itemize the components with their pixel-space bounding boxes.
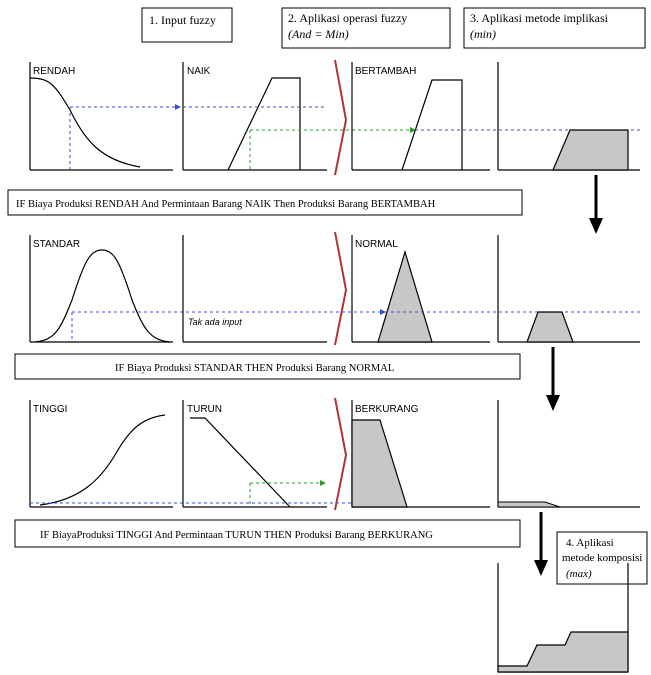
curve-tinggi: [39, 414, 166, 506]
rule3-box: IF BiayaProduksi TINGGI And Permintaan T…: [14, 519, 521, 548]
curve-standar: [34, 249, 171, 343]
no-input-note: Tak ada input: [188, 317, 242, 327]
step2-label-line1: 2. Aplikasi operasi fuzzy: [288, 11, 407, 25]
step1-label: 1. Input fuzzy: [149, 13, 216, 27]
step4-label-line2: metode komposisi: [562, 552, 642, 564]
panel-composition: [497, 563, 629, 673]
curve-naik: [227, 77, 301, 171]
rule3-text: IF BiayaProduksi TINGGI And Permintaan T…: [40, 530, 433, 541]
rule2-box: IF Biaya Produksi STANDAR THEN Produksi …: [14, 353, 521, 380]
set-rendah-label: RENDAH: [33, 66, 75, 77]
panel-berkurang: BERKURANG: [351, 400, 490, 508]
panel-implication-row3: [497, 400, 640, 508]
step4-label-line3: (max): [566, 568, 592, 580]
step2-box: 2. Aplikasi operasi fuzzy (And = Min): [281, 7, 451, 49]
set-normal-label: NORMAL: [355, 239, 398, 250]
curve-bertambah: [401, 79, 463, 171]
curve-berkurang: [351, 419, 408, 508]
set-berkurang-label: BERKURANG: [355, 404, 419, 415]
panel-rendah: RENDAH: [29, 62, 173, 171]
panel-normal: NORMAL: [351, 235, 490, 343]
step3-box: 3. Aplikasi metode implikasi (min): [463, 7, 646, 49]
set-tinggi-label: TINGGI: [33, 404, 67, 415]
panel-bertambah: BERTAMBAH: [351, 62, 490, 171]
separator-row2: [334, 231, 348, 346]
down-arrow-3: [534, 512, 548, 576]
step4-box: 4. Aplikasi metode komposisi (max): [556, 531, 648, 585]
set-bertambah-label: BERTAMBAH: [355, 66, 416, 77]
rule1-box: IF Biaya Produksi RENDAH And Permintaan …: [7, 189, 523, 216]
panel-implication-row2: [497, 235, 640, 343]
rule1-text: IF Biaya Produksi RENDAH And Permintaan …: [16, 199, 436, 210]
down-arrow-1: [589, 175, 603, 234]
separator-row1: [334, 59, 348, 176]
implication-area-row2: [526, 311, 574, 343]
step2-label-line2: (And = Min): [288, 27, 349, 41]
panel-naik: NAIK: [182, 62, 327, 171]
set-turun-label: TURUN: [187, 404, 222, 415]
curve-normal: [377, 249, 433, 343]
rule2-text: IF Biaya Produksi STANDAR THEN Produksi …: [115, 363, 394, 374]
panel-no-input: Tak ada input: [182, 235, 327, 343]
composition-area: [497, 631, 629, 673]
curve-turun: [190, 417, 291, 508]
separator-row3: [334, 397, 348, 511]
panel-implication-row1: [497, 62, 640, 171]
panel-tinggi: TINGGI: [29, 400, 173, 508]
implication-area-row1: [552, 129, 629, 171]
step4-label-line1: 4. Aplikasi: [566, 537, 614, 549]
set-standar-label: STANDAR: [33, 239, 80, 250]
set-naik-label: NAIK: [187, 66, 211, 77]
step3-label-line1: 3. Aplikasi metode implikasi: [470, 11, 609, 25]
panel-turun: TURUN: [182, 400, 327, 508]
curve-rendah: [29, 77, 141, 168]
panel-standar: STANDAR: [29, 235, 173, 343]
step3-label-line2: (min): [470, 27, 496, 41]
implication-area-row3: [497, 501, 561, 508]
down-arrow-2: [546, 347, 560, 411]
step1-box: 1. Input fuzzy: [141, 7, 233, 43]
